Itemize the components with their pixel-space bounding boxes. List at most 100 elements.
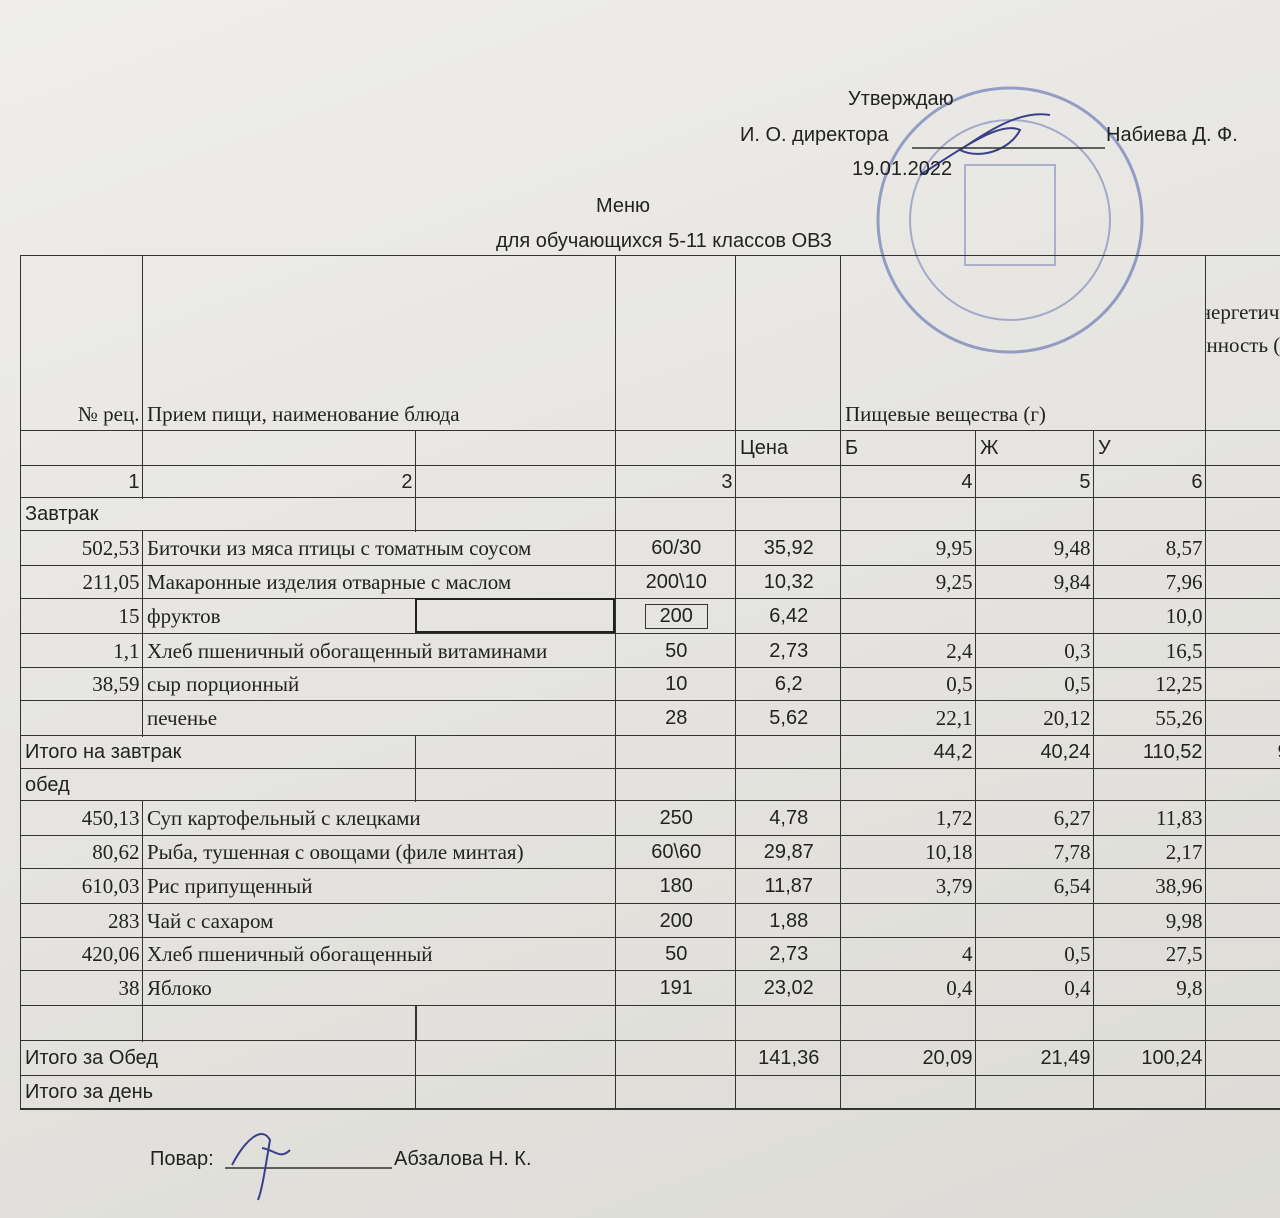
- empty-cell: [1205, 633, 1280, 669]
- table-cell: У: [1093, 430, 1207, 467]
- table-cell: 29,87: [735, 835, 842, 870]
- table-cell: 39: [1205, 903, 1280, 939]
- table-cell: Итого на завтрак: [20, 735, 417, 770]
- table-cell: Итого за день: [20, 1075, 417, 1110]
- empty-cell: [1205, 465, 1280, 499]
- table-cell: 0,5: [840, 667, 977, 702]
- table-cell: 23,02: [735, 970, 842, 1007]
- empty-cell: [975, 598, 1095, 635]
- table-cell: 15: [20, 598, 144, 635]
- table-cell: Энергетическая ценность (ккал): [1205, 255, 1280, 432]
- table-cell: 283: [20, 903, 144, 939]
- empty-cell: [735, 735, 842, 770]
- table-cell: Завтрак: [20, 497, 417, 532]
- empty-cell: [415, 430, 617, 467]
- table-cell: 38,96: [1093, 868, 1207, 905]
- table-cell: Б: [840, 430, 977, 467]
- table-cell: 3,79: [840, 868, 977, 905]
- table-cell: 2,17: [1093, 835, 1207, 870]
- empty-cell: [615, 430, 737, 467]
- empty-cell: [415, 1075, 617, 1110]
- table-cell: 5: [975, 465, 1095, 499]
- empty-cell: [20, 1005, 144, 1042]
- table-cell: 6,27: [975, 800, 1095, 837]
- table-cell: 110,52: [1093, 735, 1207, 770]
- table-cell: 11,83: [1093, 800, 1207, 837]
- table-cell: Биточки из мяса птицы с томатным соусом: [142, 530, 617, 567]
- table-cell: 0,5: [975, 667, 1095, 702]
- table-cell: Прием пищи, наименование блюда: [142, 255, 617, 432]
- table-cell: 4: [840, 937, 977, 972]
- empty-cell: [1205, 768, 1280, 802]
- table-cell: 2,73: [735, 937, 842, 972]
- empty-cell: [975, 768, 1095, 802]
- empty-cell: [415, 465, 617, 499]
- table-cell: 180: [615, 868, 737, 905]
- empty-cell: [735, 1005, 842, 1042]
- empty-cell: [975, 1075, 1095, 1110]
- table-cell: 670,: [1205, 1040, 1280, 1077]
- empty-cell: [735, 768, 842, 802]
- table-cell: 100,24: [1093, 1040, 1207, 1077]
- table-cell: 1,72: [840, 800, 977, 837]
- empty-cell: [840, 768, 977, 802]
- table-cell: 20,09: [840, 1040, 977, 1077]
- table-cell: 211,05: [20, 565, 144, 600]
- empty-cell: [735, 497, 842, 532]
- table-cell: 6,42: [735, 598, 842, 635]
- table-cell: 50: [615, 937, 737, 972]
- table-cell: Пищевые вещества (г): [840, 255, 1207, 432]
- table-cell: Хлеб пшеничный обогащенный витаминами: [142, 633, 617, 669]
- table-cell: 27,5: [1093, 937, 1207, 972]
- table-cell: обед: [20, 768, 417, 802]
- table-cell: 159,: [1205, 530, 1280, 567]
- empty-cell: [615, 497, 737, 532]
- table-cell: 44,2: [840, 735, 977, 770]
- table-cell: 47: [1205, 970, 1280, 1007]
- table-cell: 58,7: [1205, 667, 1280, 702]
- empty-cell: [1205, 1005, 1280, 1042]
- table-cell: 9,95: [840, 530, 977, 567]
- empty-cell: [615, 735, 737, 770]
- table-cell: 110,9: [1205, 800, 1280, 837]
- table-cell: 0,4: [975, 970, 1095, 1007]
- table-cell: 28: [615, 700, 737, 737]
- table-cell: 21,49: [975, 1040, 1095, 1077]
- table-cell: 9,48: [975, 530, 1095, 567]
- table-cell: 450,13: [20, 800, 144, 837]
- empty-cell: [1093, 1005, 1207, 1042]
- position: И. О. директора: [740, 124, 889, 146]
- table-cell: 191: [615, 970, 737, 1007]
- table-cell: 2,4: [840, 633, 977, 669]
- table-cell: 420,06: [20, 937, 144, 972]
- approve: Утверждаю: [848, 88, 954, 110]
- cook-label: Повар:: [150, 1148, 214, 1170]
- table-cell: печенье: [142, 700, 617, 737]
- table-cell: Макаронные изделия отварные с маслом: [142, 565, 617, 600]
- table-cell: 9,8: [1093, 970, 1207, 1007]
- table-cell: 9,98: [1093, 903, 1207, 939]
- stamp: [876, 86, 1144, 354]
- empty-cell: [615, 768, 737, 802]
- table-cell: 60/30: [615, 530, 737, 567]
- empty-cell: [142, 430, 417, 467]
- empty-cell: [975, 497, 1095, 532]
- empty-cell: [1093, 768, 1207, 802]
- empty-cell: [1205, 1075, 1280, 1110]
- table-cell: 119,9: [1205, 835, 1280, 870]
- director-name: Набиева Д. Ф.: [1106, 124, 1238, 146]
- empty-cell: [840, 598, 977, 635]
- table-cell: 2,73: [735, 633, 842, 669]
- table-cell: 0,4: [840, 970, 977, 1007]
- director-signature: [919, 113, 1051, 176]
- table-cell: 6: [1093, 465, 1207, 499]
- table-cell: 11,87: [735, 868, 842, 905]
- table-cell: 60\60: [615, 835, 737, 870]
- table-cell: 0,5: [975, 937, 1095, 972]
- table-cell: 222,0: [1205, 868, 1280, 905]
- empty-cell: [1093, 1075, 1207, 1110]
- table-cell: 493,3: [1205, 700, 1280, 737]
- table-cell: 130: [1205, 937, 1280, 972]
- table-cell: Рыба, тушенная с овощами (филе минтая): [142, 835, 617, 870]
